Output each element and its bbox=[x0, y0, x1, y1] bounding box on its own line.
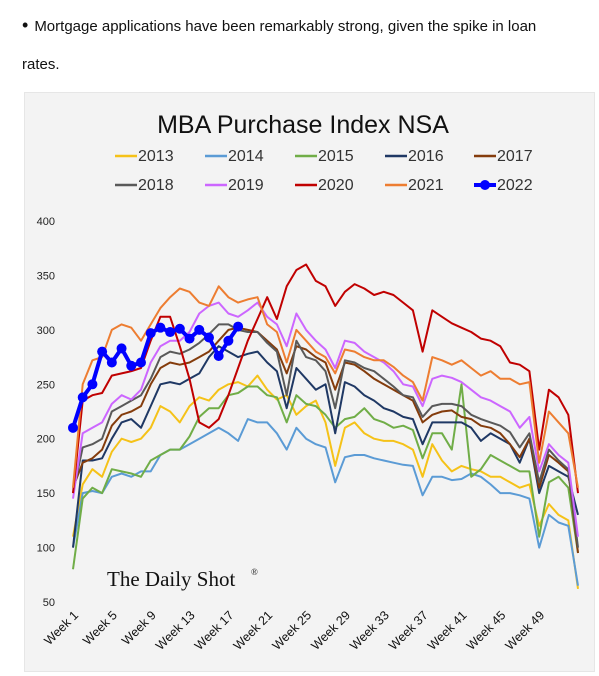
data-point-2022 bbox=[174, 323, 185, 334]
data-point-2022 bbox=[68, 422, 78, 433]
legend-item: 2017 bbox=[474, 148, 533, 165]
legend-label: 2019 bbox=[228, 177, 264, 194]
data-point-2022 bbox=[126, 360, 137, 371]
legend-item: 2015 bbox=[295, 148, 354, 165]
series-line-2013 bbox=[72, 374, 579, 590]
legend-label: 2021 bbox=[408, 177, 444, 194]
series-line-2014 bbox=[72, 418, 579, 586]
chart-title: MBA Purchase Index NSA bbox=[157, 111, 449, 139]
legend-label: 2017 bbox=[497, 148, 533, 165]
legend-label: 2022 bbox=[497, 177, 533, 194]
legend-item: 2021 bbox=[385, 177, 444, 194]
bullet-marker: • bbox=[22, 15, 29, 35]
commentary-line-2: rates. bbox=[22, 56, 60, 73]
commentary-text: • Mortgage applications have been remarka… bbox=[22, 6, 592, 84]
y-tick-label: 150 bbox=[37, 488, 55, 500]
watermark-text: The Daily Shot bbox=[107, 567, 235, 591]
legend-item: 2013 bbox=[115, 148, 174, 165]
legend-label: 2014 bbox=[228, 148, 264, 165]
chart-panel: MBA Purchase Index NSA 2013 2014 2015 2016 2… bbox=[24, 92, 595, 672]
y-tick-label: 100 bbox=[37, 543, 55, 555]
y-axis: 50 100 150 200 250 300 350 400 bbox=[37, 216, 55, 609]
series-lines bbox=[68, 263, 579, 590]
watermark-registered-mark: ® bbox=[251, 567, 258, 577]
data-point-2022 bbox=[165, 327, 176, 338]
legend-item: 2016 bbox=[385, 148, 444, 165]
y-tick-label: 200 bbox=[37, 434, 55, 446]
legend-item: 2018 bbox=[115, 177, 174, 194]
legend-label: 2016 bbox=[408, 148, 444, 165]
data-point-2022 bbox=[233, 321, 244, 332]
series-line-2018 bbox=[72, 323, 579, 548]
legend-item: 2019 bbox=[205, 177, 264, 194]
y-tick-label: 400 bbox=[37, 216, 55, 228]
y-tick-label: 350 bbox=[37, 270, 55, 282]
legend-item: 2020 bbox=[295, 177, 354, 194]
data-point-2022 bbox=[106, 357, 117, 368]
series-line-2016 bbox=[72, 345, 579, 548]
legend-marker bbox=[480, 180, 490, 190]
data-point-2022 bbox=[87, 379, 98, 390]
chart-legend: 2013 2014 2015 2016 2017 2018 2019 2020 2021 2022 bbox=[115, 148, 533, 194]
data-point-2022 bbox=[184, 333, 195, 344]
mba-purchase-index-chart: MBA Purchase Index NSA 2013 2014 2015 2016 2… bbox=[25, 93, 594, 671]
series-line-2021 bbox=[72, 285, 579, 488]
y-tick-label: 300 bbox=[37, 325, 55, 337]
legend-label: 2018 bbox=[138, 177, 174, 194]
commentary-line-1: Mortgage applications have been remarkab… bbox=[34, 18, 537, 35]
data-point-2022 bbox=[203, 332, 214, 343]
legend-item: 2014 bbox=[205, 148, 264, 165]
y-tick-label: 50 bbox=[43, 597, 55, 609]
data-point-2022 bbox=[116, 343, 127, 354]
legend-label: 2020 bbox=[318, 177, 354, 194]
data-point-2022 bbox=[213, 350, 224, 361]
y-tick-label: 250 bbox=[37, 379, 55, 391]
data-point-2022 bbox=[135, 357, 146, 368]
data-point-2022 bbox=[97, 346, 108, 357]
data-point-2022 bbox=[145, 328, 156, 339]
data-point-2022 bbox=[77, 392, 88, 403]
series-line-2015 bbox=[72, 383, 579, 570]
watermark: The Daily Shot ® bbox=[107, 567, 258, 591]
series-line-2019 bbox=[72, 301, 579, 537]
data-point-2022 bbox=[155, 322, 166, 333]
series-line-2017 bbox=[72, 326, 579, 554]
data-point-2022 bbox=[194, 324, 205, 335]
legend-item: 2022 bbox=[474, 177, 533, 194]
legend-label: 2013 bbox=[138, 148, 174, 165]
legend-label: 2015 bbox=[318, 148, 354, 165]
data-point-2022 bbox=[223, 335, 234, 346]
